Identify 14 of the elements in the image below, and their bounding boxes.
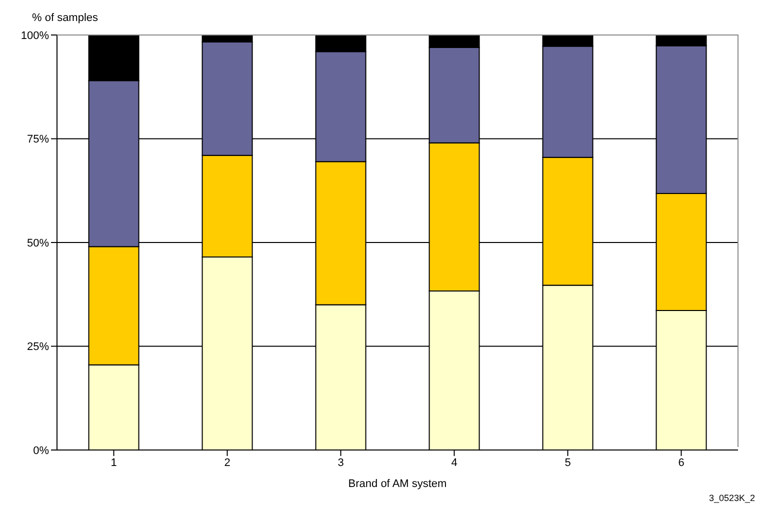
- y-tick-label: 50%: [26, 237, 50, 250]
- text: 3_0523K_2: [708, 493, 755, 503]
- x-tick-label: 1: [110, 456, 117, 469]
- x-tick-label: 2: [224, 456, 230, 469]
- x-tick-label: 5: [564, 456, 571, 469]
- x-tick-label: 6: [678, 456, 684, 469]
- x-tick-label: 4: [451, 456, 458, 469]
- y-tick-label: 25%: [26, 341, 50, 354]
- y-tick-label: 0%: [33, 444, 50, 457]
- y-axis-title: % of samples: [32, 12, 98, 24]
- x-axis-title: Brand of AM system: [348, 478, 447, 490]
- x-tick-label: 3: [338, 456, 344, 469]
- y-tick-label: 75%: [26, 134, 50, 146]
- y-tick-label: 100%: [20, 30, 50, 42]
